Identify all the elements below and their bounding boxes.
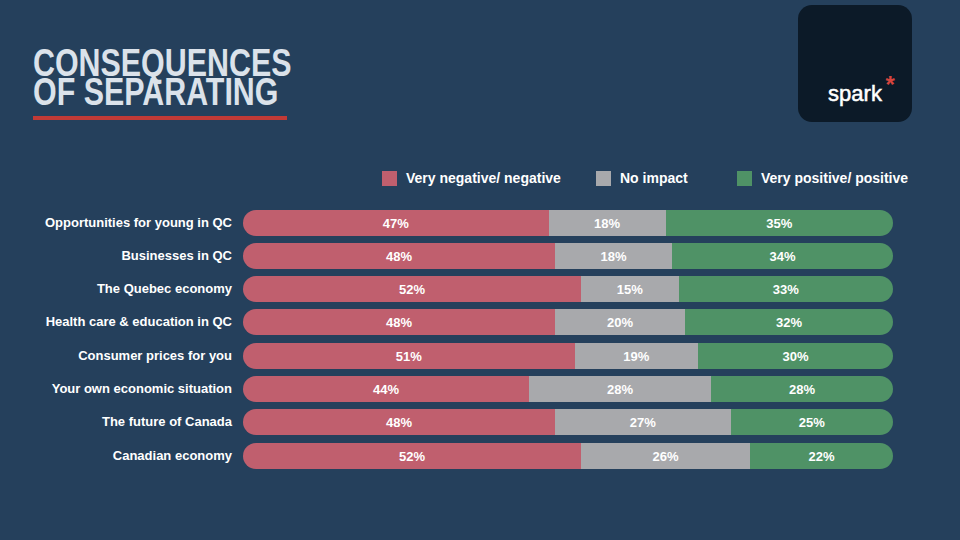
page-title: CONSEQUENCES OF SEPARATING [33, 49, 291, 107]
bar-segment: 28% [529, 376, 711, 402]
bar-value: 52% [399, 449, 425, 464]
bar-segment: 44% [243, 376, 529, 402]
bar-segment: 51% [243, 343, 575, 369]
bar-value: 48% [386, 249, 412, 264]
bar-value: 44% [373, 382, 399, 397]
bar-segment: 25% [731, 409, 894, 435]
bar-value: 28% [607, 382, 633, 397]
bar-segment: 52% [243, 443, 581, 469]
bar-segment: 26% [581, 443, 750, 469]
bar-segment: 20% [555, 309, 685, 335]
chart-row: Your own economic situation 44% 28% 28% [0, 376, 960, 402]
category-label: Health care & education in QC [0, 309, 232, 335]
bar-value: 48% [386, 415, 412, 430]
stacked-bar: 52% 15% 33% [243, 276, 893, 302]
bar-segment: 35% [666, 210, 894, 236]
legend-label: Very positive/ positive [761, 170, 908, 186]
bar-segment: 22% [750, 443, 893, 469]
bar-segment: 27% [555, 409, 731, 435]
title-accent-line [33, 116, 287, 120]
bar-value: 32% [776, 315, 802, 330]
bar-segment: 28% [711, 376, 893, 402]
bar-value: 52% [399, 282, 425, 297]
legend-item: No impact [596, 170, 688, 186]
bar-segment: 19% [575, 343, 699, 369]
bar-segment: 47% [243, 210, 549, 236]
chart-row: Opportunities for young in QC 47% 18% 35% [0, 210, 960, 236]
bar-value: 18% [594, 216, 620, 231]
bar-value: 18% [600, 249, 626, 264]
legend-item: Very negative/ negative [382, 170, 561, 186]
bar-value: 51% [396, 349, 422, 364]
chart-row: Businesses in QC 48% 18% 34% [0, 243, 960, 269]
bar-segment: 18% [555, 243, 672, 269]
stacked-bar: 47% 18% 35% [243, 210, 893, 236]
category-label: Canadian economy [0, 443, 232, 469]
chart-row: Health care & education in QC 48% 20% 32% [0, 309, 960, 335]
stacked-bar: 48% 20% 32% [243, 309, 893, 335]
stacked-bar: 48% 27% 25% [243, 409, 893, 435]
bar-value: 48% [386, 315, 412, 330]
legend-swatch-icon [596, 171, 611, 186]
bar-value: 19% [623, 349, 649, 364]
logo-wordmark: spark* [798, 81, 912, 107]
legend-label: Very negative/ negative [406, 170, 561, 186]
bar-value: 22% [808, 449, 834, 464]
bar-value: 15% [617, 282, 643, 297]
bar-value: 47% [383, 216, 409, 231]
bar-value: 35% [766, 216, 792, 231]
legend-swatch-icon [382, 171, 397, 186]
legend-swatch-icon [737, 171, 752, 186]
bar-value: 34% [769, 249, 795, 264]
legend-item: Very positive/ positive [737, 170, 908, 186]
stacked-bar: 51% 19% 30% [243, 343, 893, 369]
stacked-bar: 52% 26% 22% [243, 443, 893, 469]
category-label: Opportunities for young in QC [0, 210, 232, 236]
stacked-bar: 48% 18% 34% [243, 243, 893, 269]
legend-label: No impact [620, 170, 688, 186]
chart-row: Canadian economy 52% 26% 22% [0, 443, 960, 469]
bar-segment: 48% [243, 243, 555, 269]
stacked-bar: 44% 28% 28% [243, 376, 893, 402]
category-label: The Quebec economy [0, 276, 232, 302]
bar-segment: 52% [243, 276, 581, 302]
category-label: Businesses in QC [0, 243, 232, 269]
bar-segment: 48% [243, 409, 555, 435]
chart-row: The Quebec economy 52% 15% 33% [0, 276, 960, 302]
spark-logo: spark* [798, 5, 912, 122]
bar-segment: 34% [672, 243, 893, 269]
bar-value: 26% [652, 449, 678, 464]
bar-value: 25% [799, 415, 825, 430]
bar-value: 33% [773, 282, 799, 297]
category-label: Consumer prices for you [0, 343, 232, 369]
chart-row: The future of Canada 48% 27% 25% [0, 409, 960, 435]
bar-value: 28% [789, 382, 815, 397]
bar-segment: 18% [549, 210, 666, 236]
bar-value: 30% [782, 349, 808, 364]
category-label: Your own economic situation [0, 376, 232, 402]
bar-value: 20% [607, 315, 633, 330]
chart-row: Consumer prices for you 51% 19% 30% [0, 343, 960, 369]
bar-segment: 48% [243, 309, 555, 335]
bar-segment: 33% [679, 276, 894, 302]
bar-value: 27% [630, 415, 656, 430]
bar-segment: 15% [581, 276, 679, 302]
bar-segment: 30% [698, 343, 893, 369]
category-label: The future of Canada [0, 409, 232, 435]
bar-segment: 32% [685, 309, 893, 335]
logo-asterisk-icon: * [886, 71, 895, 99]
